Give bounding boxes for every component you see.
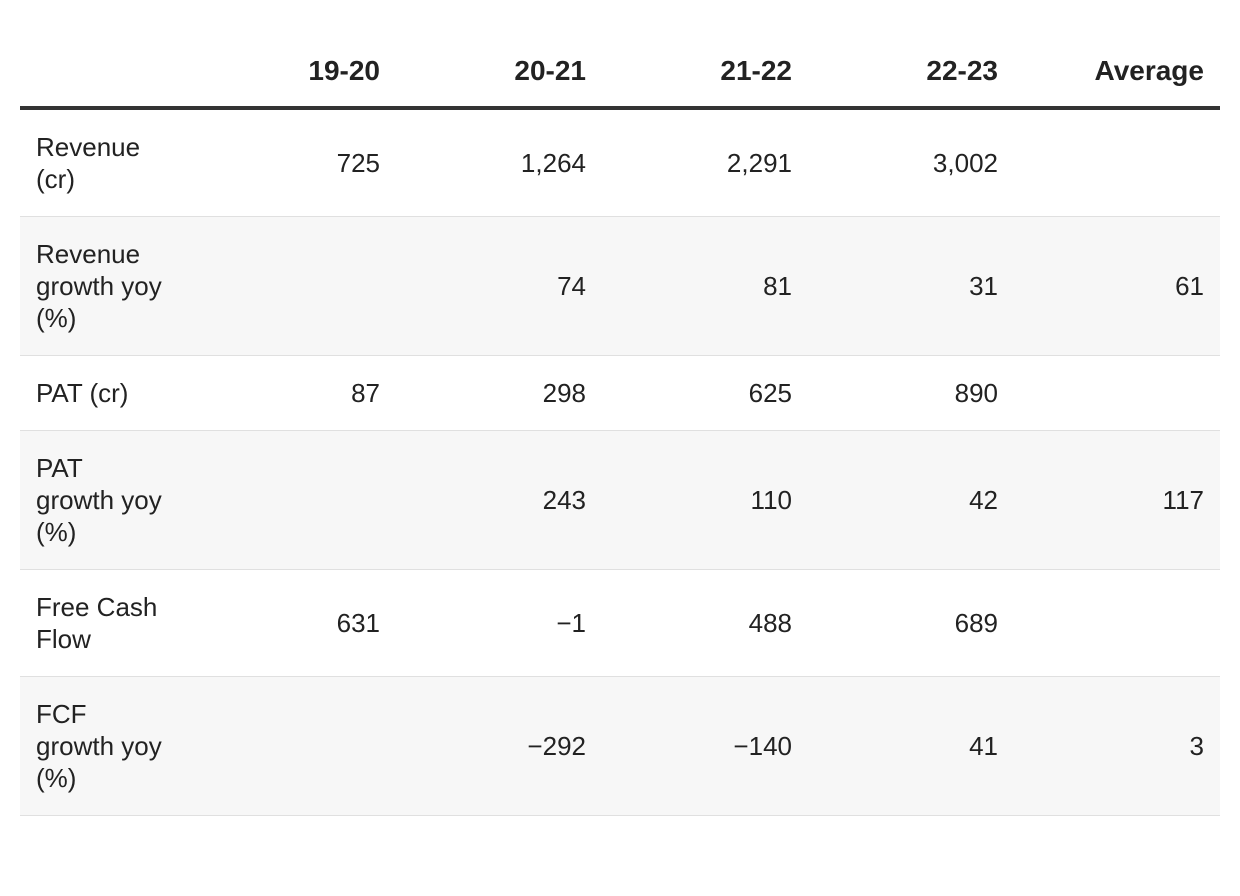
row-label-line: Revenue [36,132,141,162]
empty-cell [190,430,396,570]
row-label: FCF growth yoy (%) [20,676,190,816]
table-cell: 243 [396,430,602,570]
row-label: PAT growth yoy (%) [20,430,190,570]
table-cell: 42 [808,430,1014,570]
table-cell: 625 [602,355,808,431]
empty-cell [190,216,396,356]
table-row: Free Cash Flow 631 −1 488 689 [20,569,1220,677]
row-label-line: (%) [36,763,77,793]
row-label-line: PAT (cr) [36,378,129,408]
column-header: 19-20 [190,36,396,110]
empty-cell [190,676,396,816]
table-cell: 3,002 [808,108,1014,217]
row-label-line: Revenue [36,239,141,269]
table-row: Revenue (cr) 725 1,264 2,291 3,002 [20,108,1220,217]
column-header: 20-21 [396,36,602,110]
table-cell: 890 [808,355,1014,431]
row-label-line: (%) [36,303,77,333]
empty-cell [1014,355,1220,431]
column-header: 22-23 [808,36,1014,110]
row-label-line: growth yoy [36,271,162,301]
table-cell: 3 [1014,676,1220,816]
row-label-line: Flow [36,624,91,654]
row-label: Free Cash Flow [20,569,190,677]
table-cell: 689 [808,569,1014,677]
row-label: Revenue (cr) [20,108,190,217]
row-label: Revenue growth yoy (%) [20,216,190,356]
table-cell: −140 [602,676,808,816]
table-row: FCF growth yoy (%) −292 −140 41 3 [20,676,1220,816]
row-label-line: FCF [36,699,87,729]
row-label-line: growth yoy [36,731,162,761]
table-cell: 110 [602,430,808,570]
row-label-line: PAT [36,453,83,483]
table-cell: −292 [396,676,602,816]
corner-cell [20,36,190,110]
table-cell: 61 [1014,216,1220,356]
header-row: 19-20 20-21 21-22 22-23 Average [20,36,1220,110]
table-cell: −1 [396,569,602,677]
table-cell: 2,291 [602,108,808,217]
table-body: Revenue (cr) 725 1,264 2,291 3,002 Revenue grow… [20,108,1220,816]
data-table: 19-20 20-21 21-22 22-23 Average Revenue (cr) 7… [20,36,1220,816]
table-cell: 41 [808,676,1014,816]
row-label-line: growth yoy [36,485,162,515]
table-row: PAT (cr) 87 298 625 890 [20,355,1220,431]
column-header: Average [1014,36,1220,110]
table-cell: 117 [1014,430,1220,570]
row-label: PAT (cr) [20,355,190,431]
table-cell: 74 [396,216,602,356]
table-cell: 1,264 [396,108,602,217]
table-cell: 31 [808,216,1014,356]
table-cell: 725 [190,108,396,217]
row-label-line: Free Cash [36,592,158,622]
table-cell: 81 [602,216,808,356]
column-header: 21-22 [602,36,808,110]
row-label-line: (cr) [36,164,75,194]
table-cell: 631 [190,569,396,677]
table-row: PAT growth yoy (%) 243 110 42 117 [20,430,1220,570]
empty-cell [1014,108,1220,217]
row-label-line: (%) [36,517,77,547]
table-cell: 488 [602,569,808,677]
table-cell: 298 [396,355,602,431]
table-row: Revenue growth yoy (%) 74 81 31 61 [20,216,1220,356]
table-cell: 87 [190,355,396,431]
empty-cell [1014,569,1220,677]
